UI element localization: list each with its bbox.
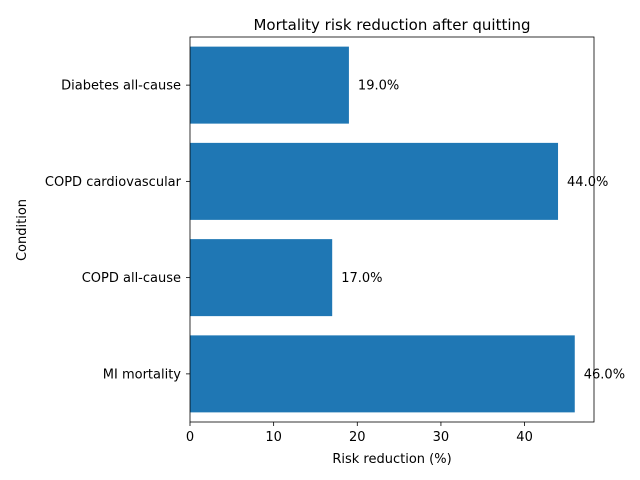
chart-title: Mortality risk reduction after quitting [253, 16, 530, 34]
bar-mi-mortality [190, 335, 575, 413]
value-label: 19.0% [358, 79, 399, 94]
x-axis-label: Risk reduction (%) [332, 452, 451, 467]
x-ticks-group: 0 10 20 30 40 [186, 422, 533, 445]
bar-copd-cardiovascular [190, 142, 559, 220]
y-tick-label: COPD cardiovascular [45, 175, 182, 190]
axes-group [189, 36, 595, 423]
bar-diabetes-all-cause [190, 46, 349, 124]
x-tick-label: 30 [433, 430, 450, 445]
y-tick-label: Diabetes all-cause [61, 79, 181, 94]
bars-group [190, 46, 575, 413]
plot-frame [189, 36, 595, 423]
x-tick-label: 0 [186, 430, 194, 445]
x-tick-label: 40 [516, 430, 533, 445]
y-tick-label: MI mortality [103, 367, 182, 382]
y-axis-label: Condition [15, 199, 30, 261]
y-tick-label: COPD all-cause [82, 271, 181, 286]
value-label: 44.0% [567, 175, 608, 190]
x-tick-label: 20 [349, 430, 366, 445]
bar-copd-all-cause [190, 239, 333, 317]
value-label: 17.0% [341, 271, 382, 286]
y-ticks-group: MI mortality COPD all-cause COPD cardiovas… [45, 79, 190, 382]
value-label: 46.0% [584, 367, 625, 382]
x-tick-label: 10 [265, 430, 282, 445]
